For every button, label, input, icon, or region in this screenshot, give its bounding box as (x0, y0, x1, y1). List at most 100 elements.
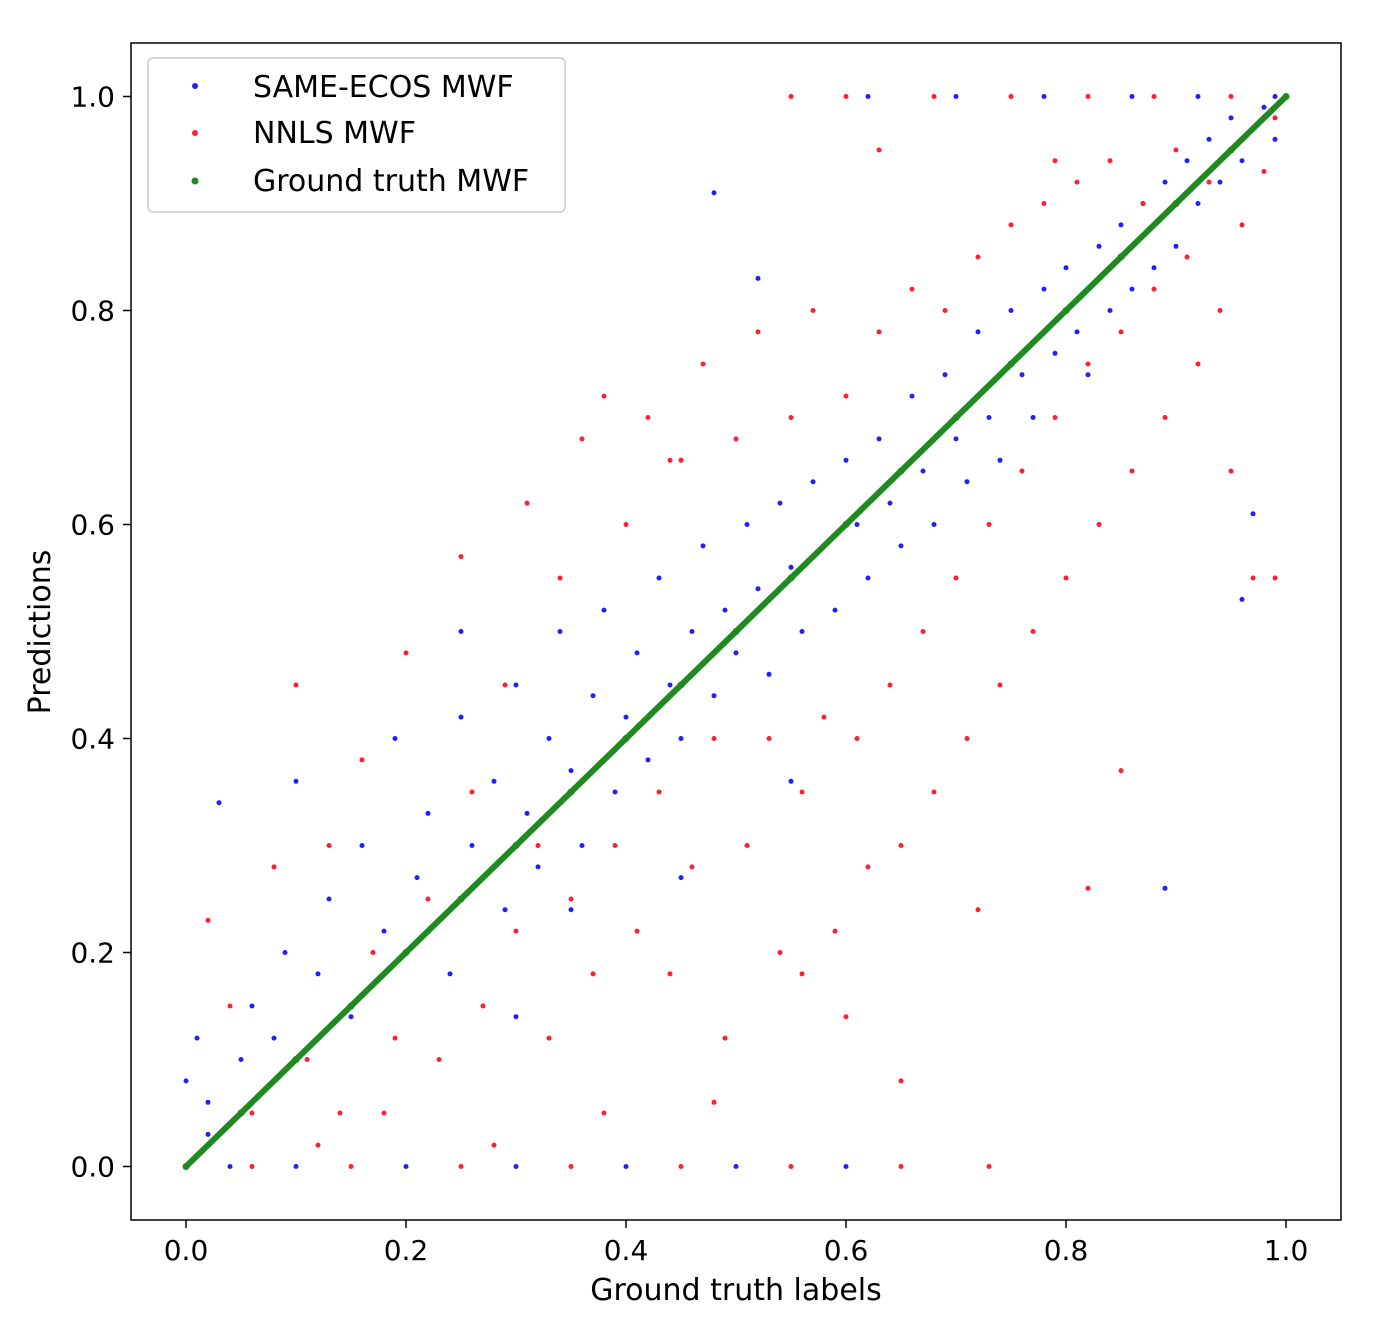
series-1-point-103 (678, 1164, 684, 1169)
series-1-point-22 (557, 575, 563, 581)
series-1-point-32 (667, 971, 673, 977)
series-0-point-32 (645, 757, 651, 763)
series-1-point-111 (1085, 94, 1091, 99)
series-0-point-28 (601, 607, 607, 613)
series-0-point-6 (293, 778, 299, 784)
series-0-point-40 (733, 650, 739, 656)
series-2-point-12 (842, 521, 850, 528)
series-0-point-14 (425, 810, 431, 816)
series-1-point-79 (1184, 254, 1190, 260)
series-1-point-48 (843, 393, 849, 399)
series-2-point-20 (1282, 93, 1290, 100)
series-1-point-4 (293, 682, 299, 688)
series-2 (182, 93, 1290, 1170)
series-2-point-18 (1172, 200, 1180, 207)
series-1-point-50 (865, 864, 871, 870)
series-1-point-95 (601, 1110, 607, 1116)
series-1-point-42 (777, 950, 783, 955)
series-0-point-35 (678, 736, 684, 741)
x-tick-label-5: 1.0 (1264, 1234, 1309, 1267)
series-1-point-65 (1030, 629, 1036, 634)
series-1-point-41 (766, 736, 772, 741)
series-0-point-90 (711, 190, 717, 196)
plot-frame (130, 42, 1342, 1221)
series-1-point-55 (920, 629, 926, 634)
series-2-point-3 (347, 1002, 355, 1010)
series-0-point-72 (1085, 372, 1091, 378)
series-0-point-25 (568, 768, 574, 774)
series-1-point-23 (568, 896, 574, 902)
series-1-point-6 (326, 843, 332, 848)
series-1-point-2 (249, 1110, 255, 1116)
series-2-point-7 (567, 788, 575, 796)
series-1-point-58 (953, 575, 959, 581)
series-1-point-114 (1272, 115, 1278, 121)
series-1-point-7 (337, 1110, 343, 1116)
series-1-point-24 (579, 436, 585, 442)
series-1-point-102 (568, 1164, 574, 1169)
series-2-point-11 (787, 574, 795, 582)
series-1-point-117 (667, 457, 673, 463)
series-1-point-64 (1019, 468, 1025, 474)
series-0-point-97 (513, 1014, 519, 1020)
series-0-point-50 (843, 457, 849, 463)
chart-marks (182, 93, 1290, 1170)
series-1-point-63 (1008, 222, 1014, 228)
x-tick-label-4: 0.8 (1044, 1234, 1089, 1267)
series-1-point-20 (535, 843, 541, 848)
series-1-point-75 (1140, 201, 1146, 206)
series-0-point-115 (1272, 94, 1278, 99)
series-1-point-83 (1228, 468, 1234, 474)
series-0-point-31 (634, 650, 640, 656)
x-tick-label-2: 0.4 (604, 1234, 649, 1267)
series-0-point-114 (1195, 94, 1201, 99)
series-0-point-9 (348, 1014, 354, 1020)
x-axis-label: Ground truth labels (590, 1273, 882, 1308)
series-1-point-9 (370, 950, 376, 955)
series-0-point-78 (1151, 265, 1157, 271)
series-1-point-60 (975, 254, 981, 260)
series-0-point-100 (194, 1035, 200, 1041)
series-0-point-95 (458, 629, 464, 634)
y-tick-label-3: 0.6 (70, 509, 115, 542)
series-1-point-70 (1085, 361, 1091, 367)
series-1-point-113 (1228, 94, 1234, 99)
series-0-point-34 (667, 682, 673, 688)
series-1-point-54 (909, 286, 915, 292)
series-1-point-76 (1151, 286, 1157, 292)
series-0-point-39 (722, 607, 728, 613)
series-1-point-68 (1063, 575, 1069, 581)
series-1-point-81 (1206, 179, 1212, 185)
series-1-point-1 (227, 1003, 233, 1009)
series-0-point-8 (326, 896, 332, 902)
series-2-point-9 (677, 681, 685, 689)
series-0-point-0 (205, 1099, 211, 1105)
series-0-point-21 (524, 810, 530, 816)
series-0-point-88 (1261, 104, 1267, 110)
series-1-point-19 (524, 500, 530, 506)
series-1-point-37 (722, 1035, 728, 1041)
series-1-point-46 (821, 714, 827, 720)
series-1-point-105 (898, 1164, 904, 1169)
series-0-point-17 (469, 843, 475, 848)
y-tick-label-1: 0.2 (70, 937, 115, 970)
series-1-point-53 (898, 843, 904, 848)
series-0-point-18 (491, 778, 497, 784)
series-1-point-73 (1118, 329, 1124, 335)
legend-marker-ground-truth (191, 177, 199, 185)
series-0-point-83 (1206, 136, 1212, 142)
series-1-point-97 (381, 1110, 387, 1116)
series-1-point-57 (942, 308, 948, 313)
series-2-point-4 (402, 949, 410, 956)
legend-marker-nnls (192, 130, 198, 136)
series-1-point-39 (744, 843, 750, 848)
series-2-point-10 (732, 628, 740, 635)
series-0-point-96 (568, 907, 574, 913)
series-0-point-42 (755, 586, 761, 592)
series-1-point-91 (843, 1014, 849, 1020)
series-0-point-102 (183, 1078, 189, 1084)
series-0-point-111 (953, 94, 959, 99)
series-0-point-103 (227, 1164, 233, 1169)
series-0-point-29 (612, 789, 618, 795)
